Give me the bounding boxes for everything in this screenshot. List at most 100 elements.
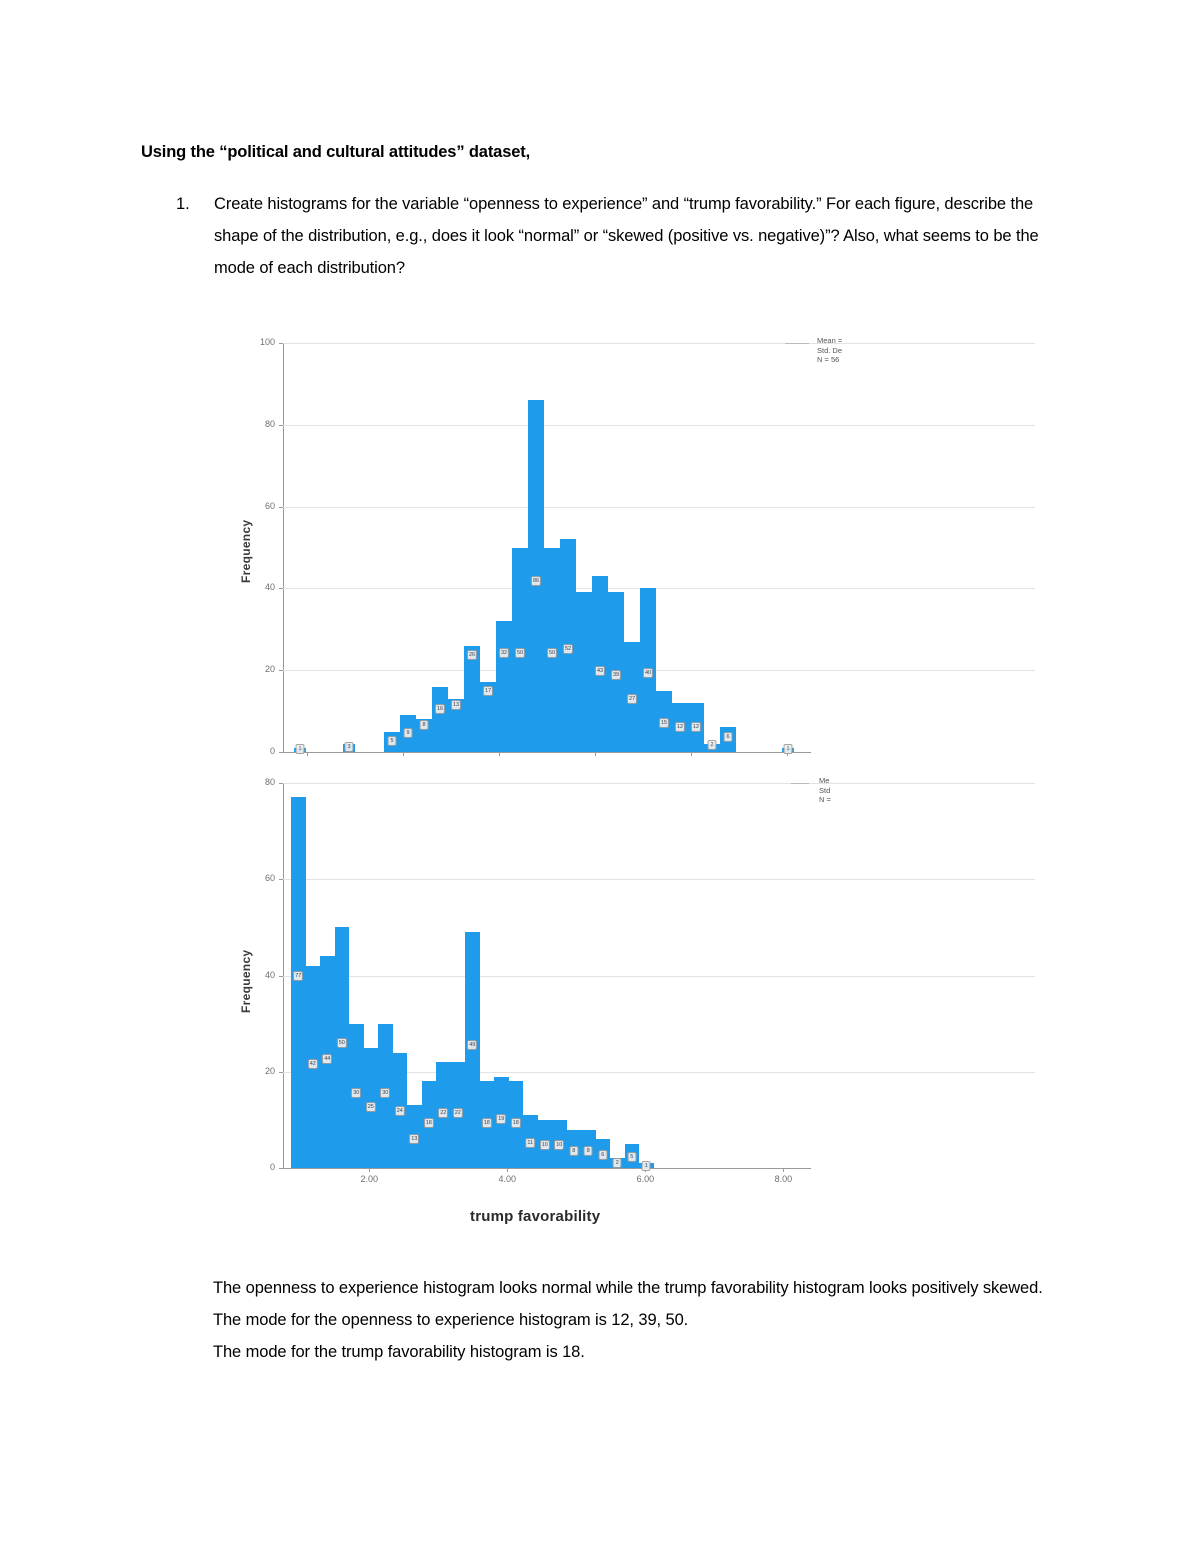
y-tick-label: 0 [269,746,275,756]
bar-value-label: 86 [530,576,542,586]
stats-n: N = [819,795,831,804]
bar-value-label: 6 [723,732,733,742]
bar-value-label: 32 [498,648,510,658]
x-tick-mark [499,752,500,756]
page-title: Using the “political and cultural attitu… [141,143,531,161]
bar-value-label: 77 [293,971,304,981]
bar-value-label: 12 [690,722,702,732]
answer-line-3: The mode for the trump favorability hist… [213,1343,585,1361]
bar-value-label: 13 [409,1134,420,1144]
y-tick-label: 40 [264,582,275,593]
histogram-bar [448,698,464,752]
bar-value-label: 17 [482,686,494,696]
bar-value-label: 25 [365,1102,376,1112]
x-tick-mark [507,1168,508,1172]
x-tick-mark [369,1168,370,1172]
y-tick-mark [279,783,283,784]
bar-value-label: 22 [438,1108,449,1118]
bar-value-label: 16 [434,704,446,714]
histogram-bar [576,592,592,752]
bar-value-label: 5 [627,1152,637,1162]
plot-area-openness: 020406080100Frequency2.003.004.005.006.0… [225,318,1035,768]
y-axis-line [283,343,284,752]
y-axis-title: Frequency [239,949,253,1013]
stats-n: N = 56 [817,355,840,364]
gridline [283,783,1035,784]
bar-value-label: 52 [562,644,574,654]
plot-area-trump: 0 20 40 60 80 Frequency 2.00 4.00 6.00 8.00 77 42 44… [225,758,1035,1228]
answer-text-block: The openness to experience histogram loo… [213,1272,1073,1368]
bar-value-label: 10 [539,1140,550,1150]
bar-value-label: 50 [336,1038,347,1048]
gridline [283,1072,1035,1073]
y-tick-label: 80 [264,418,275,429]
stats-mean: Mean = [817,336,843,345]
histogram-bar [465,932,480,1168]
bar-value-label: 8 [569,1146,579,1156]
y-axis-line [283,783,284,1168]
bar-value-label: 40 [642,668,654,678]
stats-mean: Me [819,776,830,785]
stats-std: Std. De [817,345,843,355]
histogram-bar [496,621,512,752]
y-tick-label: 60 [264,500,275,511]
legend-rule [785,343,809,344]
bar-value-label: 15 [658,718,670,728]
bar-value-label: 8 [419,720,429,730]
y-tick-mark [279,976,283,977]
bar-value-label: 18 [423,1118,434,1128]
x-tick-label: 8.00 [774,1174,793,1184]
answer-line-2: The mode for the openness to experience … [213,1311,689,1329]
histogram-bar [432,686,448,752]
gridline [283,670,1035,671]
bar-value-label: 30 [380,1088,391,1098]
histogram-bar [592,576,608,752]
y-tick-label: 0 [269,1162,275,1172]
gridline [283,507,1035,508]
y-tick-mark [279,343,283,344]
bar-value-label: 22 [452,1108,463,1118]
list-item-number: 1. [176,195,190,213]
y-axis-title: Frequency [239,519,253,583]
y-tick-mark [279,1072,283,1073]
bar-value-label: 5 [387,736,397,746]
y-tick-mark [279,507,283,508]
gridline [283,588,1035,589]
list-item-text: Create histograms for the variable “open… [214,195,1039,277]
legend-rule [791,783,809,784]
histogram-trump-favorability: 0 20 40 60 80 Frequency 2.00 4.00 6.00 8.00 77 42 44… [225,758,1035,1228]
gridline [283,879,1035,880]
bar-value-label: 1 [641,1161,651,1171]
x-tick-label: 6.00 [636,1174,655,1184]
histogram-bar [480,682,496,752]
bar-value-label: 49 [467,1040,478,1050]
y-tick-mark [279,1168,283,1169]
y-tick-mark [279,879,283,880]
bar-value-label: 2 [612,1158,622,1168]
bar-value-label: 10 [554,1140,565,1150]
bar-value-label: 43 [594,666,606,676]
statistics-box: Mean = Std. De N = 56 [817,336,849,365]
x-tick-mark [403,752,404,756]
bar-value-label: 27 [626,694,638,704]
histogram-bar [464,645,480,752]
bar-value-label: 30 [351,1088,362,1098]
bar-value-label: 8 [583,1146,593,1156]
bar-value-label: 26 [466,650,478,660]
y-tick-label: 80 [264,777,275,787]
gridline [283,976,1035,977]
bar-value-label: 1 [783,744,793,754]
bar-value-label: 50 [546,648,558,658]
gridline [283,343,1035,344]
histogram-bar [291,797,306,1168]
bar-value-label: 18 [481,1118,492,1128]
y-tick-mark [279,670,283,671]
x-tick-label: 4.00 [498,1174,517,1184]
numbered-list-item: 1. Create histograms for the variable “o… [176,188,1066,284]
y-tick-label: 20 [264,1065,275,1076]
x-tick-mark [691,752,692,756]
x-tick-mark [787,752,788,756]
y-tick-label: 20 [264,664,275,675]
x-axis-line [283,1168,811,1169]
